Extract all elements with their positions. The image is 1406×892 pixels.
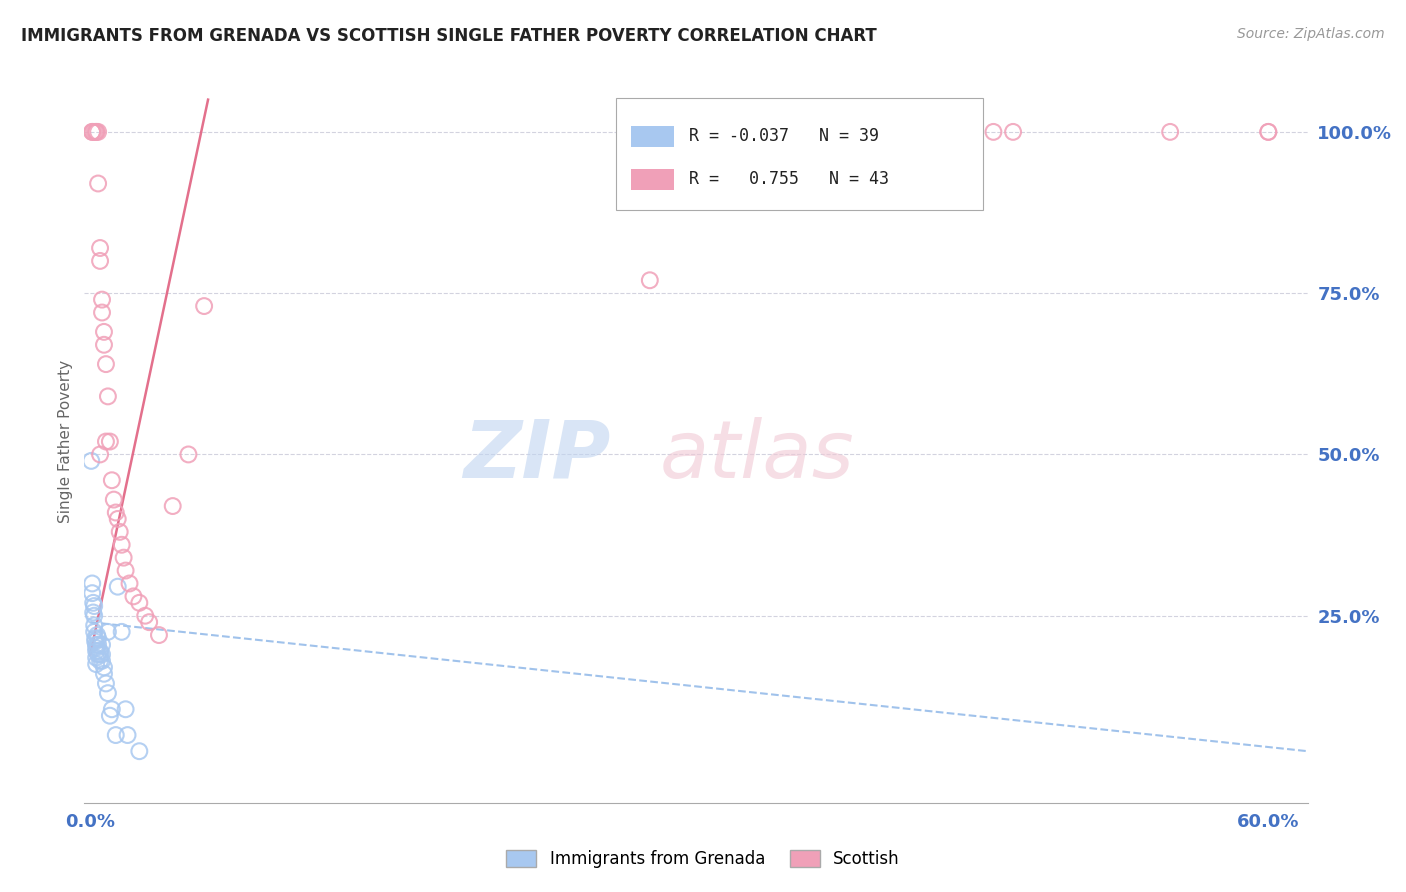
Point [983, 125, 1005, 139]
Point [1159, 125, 1181, 139]
Text: R =   0.755   N = 43: R = 0.755 N = 43 [689, 170, 889, 188]
Point [83, 624, 105, 639]
Point [82, 586, 104, 600]
Point [1002, 125, 1025, 139]
Point [101, 473, 124, 487]
Point [82, 576, 104, 591]
Point [84, 650, 107, 665]
Point [122, 590, 145, 604]
Point [162, 499, 184, 513]
Point [84, 634, 107, 648]
Point [904, 125, 927, 139]
Point [91, 648, 114, 662]
Point [82, 606, 104, 620]
Point [87, 632, 110, 646]
Point [83, 618, 105, 632]
Text: ZIP: ZIP [463, 417, 610, 495]
Point [104, 506, 127, 520]
Point [943, 125, 966, 139]
Point [138, 615, 160, 630]
Point [84, 125, 107, 139]
Point [111, 624, 134, 639]
Point [117, 728, 139, 742]
Point [83, 608, 105, 623]
Text: atlas: atlas [659, 417, 853, 495]
Point [114, 564, 136, 578]
Point [89, 644, 111, 658]
Point [98, 434, 121, 449]
Point [111, 538, 134, 552]
Point [87, 177, 110, 191]
Point [89, 648, 111, 662]
Bar [631, 126, 673, 147]
Point [638, 273, 661, 287]
Text: R = -0.037   N = 39: R = -0.037 N = 39 [689, 127, 879, 145]
Point [97, 686, 120, 700]
Point [89, 447, 111, 461]
Point [103, 492, 125, 507]
Point [104, 728, 127, 742]
Point [86, 628, 108, 642]
Point [118, 576, 141, 591]
Point [94, 676, 117, 690]
Point [91, 293, 114, 307]
Point [91, 305, 114, 319]
Point [134, 608, 156, 623]
Text: Source: ZipAtlas.com: Source: ZipAtlas.com [1237, 27, 1385, 41]
Point [83, 125, 105, 139]
Point [97, 624, 120, 639]
Point [114, 702, 136, 716]
Point [84, 125, 107, 139]
Point [94, 434, 117, 449]
Point [107, 580, 129, 594]
Point [84, 644, 107, 658]
Point [128, 596, 150, 610]
Point [97, 389, 120, 403]
Point [84, 640, 107, 655]
Point [89, 241, 111, 255]
Point [82, 125, 104, 139]
Point [93, 338, 115, 352]
Point [84, 632, 107, 646]
Point [177, 447, 200, 461]
Point [87, 648, 110, 662]
Point [193, 299, 215, 313]
Point [89, 654, 111, 668]
Point [91, 638, 114, 652]
Point [98, 708, 121, 723]
Point [82, 125, 104, 139]
Legend: Immigrants from Grenada, Scottish: Immigrants from Grenada, Scottish [499, 843, 907, 875]
Point [148, 628, 170, 642]
Point [112, 550, 135, 565]
Point [1257, 125, 1279, 139]
Point [93, 325, 115, 339]
Point [93, 666, 115, 681]
Point [87, 638, 110, 652]
Point [128, 744, 150, 758]
Point [107, 512, 129, 526]
Point [93, 660, 115, 674]
FancyBboxPatch shape [616, 98, 983, 211]
Point [89, 254, 111, 268]
Point [80, 454, 103, 468]
Point [87, 125, 110, 139]
Point [1257, 125, 1279, 139]
Point [108, 524, 131, 539]
Point [84, 638, 107, 652]
Bar [631, 169, 673, 191]
Text: IMMIGRANTS FROM GRENADA VS SCOTTISH SINGLE FATHER POVERTY CORRELATION CHART: IMMIGRANTS FROM GRENADA VS SCOTTISH SING… [21, 27, 877, 45]
Point [101, 702, 124, 716]
Point [94, 357, 117, 371]
Y-axis label: Single Father Poverty: Single Father Poverty [58, 360, 73, 523]
Point [83, 599, 105, 613]
Point [82, 596, 104, 610]
Point [91, 654, 114, 668]
Point [84, 657, 107, 672]
